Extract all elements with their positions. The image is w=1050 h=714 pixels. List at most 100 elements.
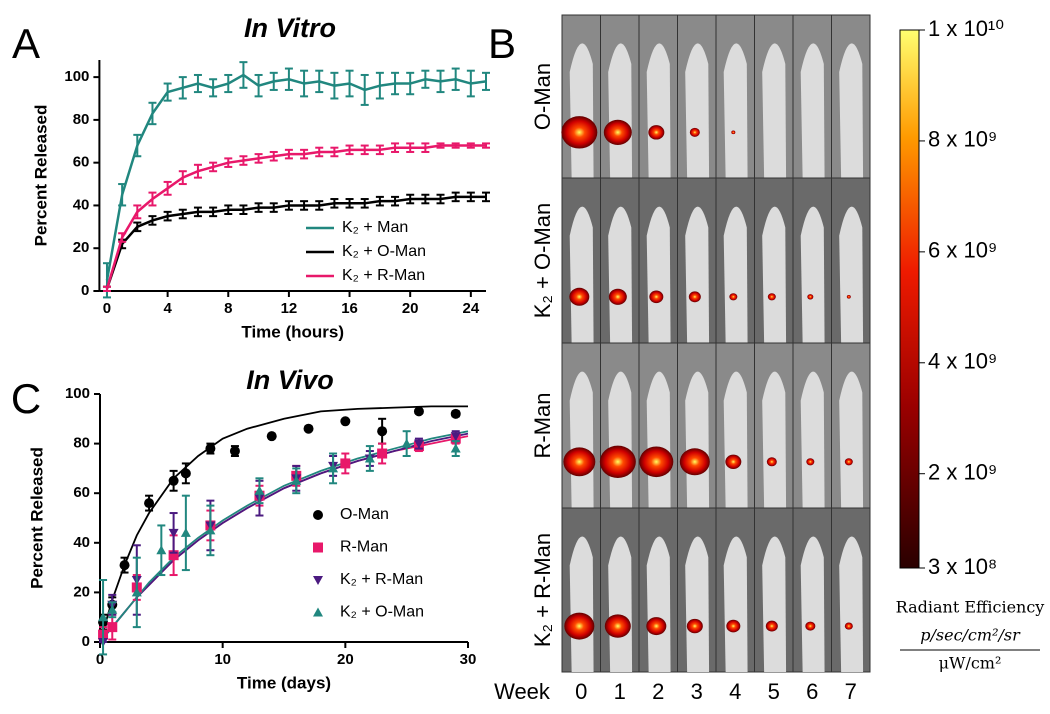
legend-swatch	[313, 607, 323, 617]
marker	[107, 622, 118, 633]
marker	[413, 439, 424, 449]
marker	[205, 443, 216, 454]
y-axis-label: Percent Released	[27, 447, 46, 589]
marker	[254, 485, 265, 495]
y-tick-label: 80	[73, 435, 90, 452]
signal	[767, 293, 776, 301]
mouse-body	[608, 536, 633, 672]
marker	[168, 475, 179, 486]
mouse-body	[723, 206, 748, 343]
marker	[450, 408, 461, 419]
signal	[726, 619, 741, 633]
y-tick-label: 20	[73, 583, 90, 600]
signal	[569, 287, 590, 306]
signal	[564, 612, 595, 640]
panel-label: C	[11, 375, 41, 422]
series-line	[105, 195, 486, 290]
signal	[649, 290, 664, 304]
marker	[144, 498, 155, 509]
signal	[729, 293, 738, 301]
colorbar-tick-label: 2 x 10⁹	[928, 460, 997, 485]
mouse-body	[569, 371, 594, 508]
mouse-body	[723, 371, 748, 508]
y-tick-label: 40	[73, 534, 90, 551]
series-line	[105, 144, 486, 290]
mouse-body	[723, 536, 748, 672]
marker	[180, 527, 191, 537]
signal	[646, 617, 667, 636]
marker	[156, 545, 167, 555]
mouse-body	[608, 206, 633, 343]
chart-title: In Vitro	[244, 13, 336, 43]
mouse-body	[762, 371, 787, 508]
marker	[168, 550, 179, 561]
y-tick-label: 0	[82, 633, 90, 650]
marker	[401, 438, 412, 448]
signal	[599, 445, 636, 478]
mouse-body	[839, 371, 864, 508]
colorbar-tick-label: 3 x 10⁸	[928, 554, 997, 579]
y-tick-label: 80	[73, 111, 90, 128]
colorbar-unit-bottom: μW/cm²	[939, 654, 1002, 673]
marker	[291, 475, 302, 485]
signal	[688, 291, 701, 303]
mouse-body	[646, 536, 671, 672]
x-tick-label: 16	[341, 300, 358, 317]
row-label: O-Man	[530, 63, 555, 130]
mouse-body	[800, 206, 825, 343]
mouse-body	[762, 206, 787, 343]
marker	[413, 406, 424, 417]
mouse-body	[608, 371, 633, 508]
column-label: 7	[845, 679, 857, 704]
x-tick-label: 8	[224, 300, 232, 317]
signal	[844, 622, 853, 630]
marker	[303, 423, 314, 434]
legend-label: K₂ + O-Man	[340, 604, 424, 621]
marker	[364, 453, 375, 463]
row-label: R-Man	[530, 392, 555, 458]
marker	[340, 458, 351, 469]
x-tick-label: 4	[163, 300, 172, 317]
signal	[604, 614, 631, 638]
mouse-body	[839, 206, 864, 343]
colorbar	[899, 29, 920, 569]
x-tick-label: 30	[460, 651, 477, 668]
column-label: 5	[768, 679, 780, 704]
legend-label: K₂ + R-Man	[340, 571, 423, 588]
signal	[679, 448, 710, 476]
y-tick-label: 100	[65, 385, 90, 402]
signal	[689, 127, 700, 137]
mouse-body	[839, 536, 864, 672]
mouse-body	[569, 206, 594, 343]
colorbar-unit-top: p/sec/cm²/sr	[920, 626, 1021, 645]
mouse-body	[685, 206, 710, 343]
mouse-body	[800, 536, 825, 672]
mouse-body	[762, 43, 787, 179]
marker	[450, 443, 461, 453]
marker	[229, 446, 240, 457]
legend-label: K₂ + O-Man	[342, 243, 426, 260]
legend-label: K₂ + Man	[342, 219, 408, 236]
legend-label: K₂ + R-Man	[342, 267, 425, 284]
mouse-body	[569, 43, 594, 179]
x-tick-label: 20	[402, 300, 419, 317]
x-tick-label: 0	[96, 651, 104, 668]
marker	[168, 528, 179, 538]
legend-swatch	[313, 542, 323, 553]
y-axis-label: Percent Released	[31, 105, 50, 247]
x-tick-label: 24	[462, 300, 479, 317]
marker	[98, 612, 109, 622]
y-tick-label: 60	[73, 484, 90, 501]
mouse-body	[762, 536, 787, 672]
colorbar-tick-label: 6 x 10⁹	[928, 238, 997, 263]
signal	[561, 116, 598, 149]
colorbar-tick-label: 8 x 10⁹	[928, 127, 997, 152]
signal	[844, 458, 853, 466]
colorbar-tick-label: 1 x 10¹⁰	[928, 16, 1004, 41]
y-tick-label: 100	[64, 68, 89, 85]
y-tick-label: 40	[73, 196, 90, 213]
column-label: 2	[652, 679, 664, 704]
marker	[107, 604, 118, 614]
image-grid	[561, 14, 871, 673]
